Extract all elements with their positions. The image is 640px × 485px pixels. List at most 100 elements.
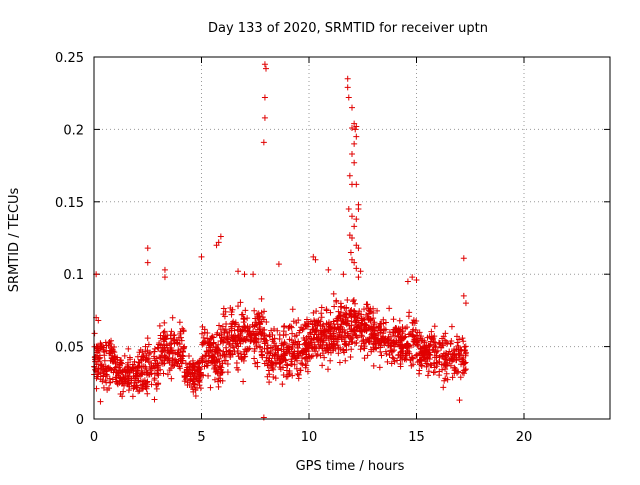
data-point bbox=[427, 362, 434, 369]
data-point bbox=[396, 317, 403, 324]
data-point bbox=[314, 321, 321, 328]
plot-frame bbox=[93, 56, 611, 420]
data-point bbox=[411, 320, 418, 327]
data-point bbox=[402, 350, 409, 357]
data-point bbox=[183, 372, 190, 379]
data-point bbox=[418, 338, 425, 345]
data-point bbox=[195, 378, 202, 385]
data-point bbox=[417, 345, 424, 352]
data-point bbox=[215, 355, 222, 362]
data-point bbox=[134, 384, 141, 391]
data-point bbox=[244, 345, 251, 352]
data-point bbox=[301, 348, 308, 355]
data-point bbox=[251, 355, 258, 362]
data-point bbox=[100, 344, 107, 351]
data-point bbox=[357, 268, 364, 275]
data-point bbox=[241, 271, 248, 278]
data-point bbox=[341, 312, 348, 319]
data-point bbox=[100, 384, 107, 391]
data-point bbox=[269, 365, 276, 372]
data-point bbox=[143, 379, 150, 386]
data-point bbox=[99, 366, 106, 373]
data-point bbox=[168, 344, 175, 351]
data-point bbox=[377, 342, 384, 349]
data-point bbox=[253, 343, 260, 350]
data-point bbox=[451, 364, 458, 371]
data-point bbox=[210, 340, 217, 347]
data-point bbox=[223, 321, 230, 328]
data-point bbox=[235, 343, 242, 350]
data-point bbox=[457, 374, 464, 381]
data-point bbox=[355, 274, 362, 281]
data-point bbox=[276, 359, 283, 366]
data-point bbox=[298, 360, 305, 367]
data-point bbox=[342, 357, 349, 364]
data-point bbox=[409, 319, 416, 326]
data-point bbox=[111, 349, 118, 356]
data-point bbox=[339, 336, 346, 343]
data-point bbox=[104, 372, 111, 379]
data-point bbox=[185, 353, 192, 360]
data-point bbox=[388, 343, 395, 350]
data-point bbox=[253, 321, 260, 328]
data-point bbox=[348, 346, 355, 353]
data-point bbox=[136, 359, 143, 366]
data-point bbox=[168, 328, 175, 335]
data-point bbox=[303, 362, 310, 369]
data-point bbox=[384, 358, 391, 365]
data-point bbox=[352, 126, 359, 133]
data-point bbox=[377, 329, 384, 336]
data-point bbox=[234, 326, 241, 333]
data-point bbox=[348, 318, 355, 325]
data-point bbox=[284, 344, 291, 351]
data-point bbox=[221, 313, 228, 320]
data-point bbox=[237, 332, 244, 339]
data-point bbox=[180, 327, 187, 334]
data-point bbox=[349, 104, 355, 111]
data-point bbox=[413, 339, 420, 346]
data-point bbox=[460, 292, 467, 299]
data-point bbox=[356, 325, 363, 332]
data-point bbox=[227, 304, 234, 311]
data-point bbox=[274, 327, 281, 334]
data-point bbox=[351, 259, 358, 266]
data-point bbox=[151, 355, 158, 362]
data-point bbox=[198, 253, 205, 260]
data-point bbox=[345, 94, 352, 101]
data-point bbox=[351, 140, 358, 147]
data-point bbox=[212, 346, 219, 353]
data-point bbox=[184, 366, 191, 373]
data-point bbox=[462, 300, 469, 307]
data-point bbox=[387, 347, 394, 354]
data-point bbox=[268, 327, 275, 334]
data-point bbox=[442, 352, 449, 359]
data-point bbox=[459, 358, 466, 365]
data-point bbox=[331, 303, 338, 310]
data-point bbox=[303, 316, 310, 323]
data-point bbox=[209, 359, 216, 366]
data-point bbox=[255, 310, 262, 317]
data-point bbox=[409, 328, 416, 335]
data-point bbox=[337, 346, 344, 353]
data-point bbox=[317, 327, 324, 334]
data-point bbox=[261, 114, 268, 121]
data-point bbox=[157, 366, 164, 373]
data-point bbox=[164, 332, 171, 339]
data-point bbox=[460, 338, 467, 345]
data-point bbox=[353, 333, 360, 340]
data-point bbox=[386, 351, 393, 358]
data-point bbox=[147, 349, 154, 356]
data-point bbox=[325, 266, 332, 273]
data-point bbox=[417, 356, 424, 363]
data-point bbox=[242, 353, 249, 360]
data-point bbox=[269, 345, 276, 352]
data-point bbox=[376, 364, 383, 371]
data-point bbox=[442, 366, 449, 373]
data-point bbox=[256, 328, 263, 335]
data-point bbox=[370, 340, 377, 347]
data-point bbox=[204, 335, 211, 342]
data-point bbox=[105, 364, 112, 371]
data-point bbox=[399, 328, 406, 335]
data-point bbox=[406, 344, 413, 351]
data-point bbox=[160, 329, 167, 336]
